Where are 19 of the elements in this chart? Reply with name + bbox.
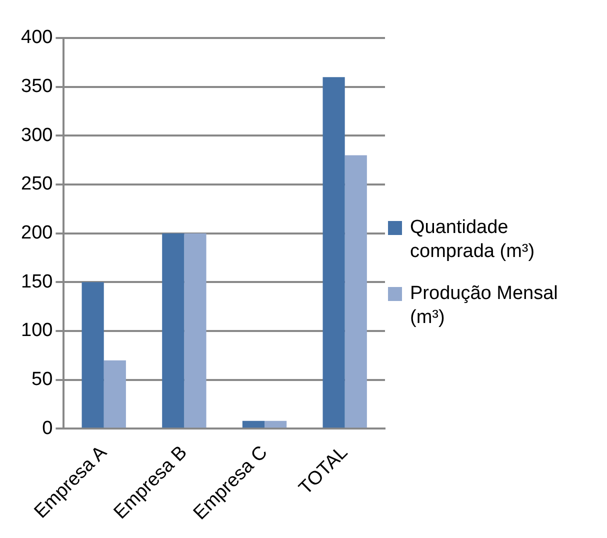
y-tick-label: 100 (21, 320, 53, 342)
bar (104, 360, 126, 428)
legend-label: Quantidade comprada (m³) (410, 216, 536, 264)
bar (82, 282, 104, 428)
y-tick-label: 200 (21, 222, 53, 244)
bar (184, 233, 206, 428)
y-tick-label: 300 (21, 124, 53, 146)
y-tick-label: 150 (21, 271, 53, 292)
legend-label: Produção Mensal (m³) (410, 282, 559, 330)
bar (344, 155, 367, 428)
bar (242, 420, 265, 428)
y-tick-label: 0 (42, 418, 53, 439)
y-tick-label: 50 (32, 369, 53, 390)
y-tick-label: 350 (21, 76, 53, 98)
bar (264, 420, 287, 428)
y-tick-label: 400 (21, 27, 53, 48)
y-tick-label: 250 (21, 174, 53, 195)
bar (162, 233, 184, 428)
bar (322, 77, 345, 428)
